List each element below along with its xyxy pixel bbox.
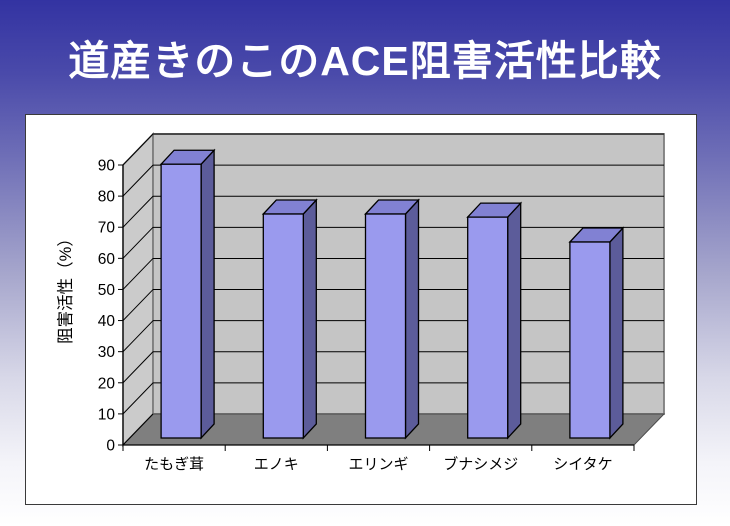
side-wall-gridline [122, 382, 154, 415]
y-tick-label: 40 [98, 313, 116, 330]
y-tick-label: 10 [98, 406, 116, 423]
ace-activity-bar-chart: 0 10 20 30 40 50 60 70 80 90 たもぎ茸 エノキ エリンギ ブナシメジ シイタケ 阻… [56, 132, 666, 473]
bar-side-face [507, 201, 522, 440]
y-tick-label: 60 [98, 251, 116, 268]
y-tick-label: 0 [106, 438, 115, 455]
side-wall-gridline [122, 226, 154, 259]
bar-side-face [302, 198, 317, 440]
side-wall-gridline [122, 413, 154, 446]
y-tick-label: 20 [98, 375, 116, 392]
bar-side-face [609, 226, 624, 440]
category-label: ブナシメジ [443, 455, 518, 473]
category-label: たもぎ茸 [144, 456, 204, 473]
side-wall-gridline [122, 133, 154, 166]
slide-title: 道産きのこのACE阻害活性比較 [68, 38, 662, 84]
category-label: エノキ [254, 456, 299, 473]
bar [467, 216, 509, 439]
side-wall-gridline [122, 320, 154, 353]
category-label: シイタケ [553, 456, 612, 473]
side-wall-gridline [122, 258, 154, 290]
chart-frame: 0 10 20 30 40 50 60 70 80 90 たもぎ茸 エノキ エリンギ ブナシメジ シイタケ 阻… [25, 114, 697, 505]
bar [569, 241, 611, 439]
y-tick-label: 30 [98, 344, 116, 361]
side-wall-gridline [122, 351, 154, 384]
side-wall-gridline [122, 289, 154, 321]
y-tick-label: 80 [98, 189, 116, 206]
bar-side-face [200, 148, 215, 440]
bar [364, 213, 407, 439]
y-tick-label: 90 [98, 158, 116, 175]
y-tick-label: 50 [98, 282, 116, 299]
bar [262, 213, 304, 439]
side-wall-gridline [122, 164, 154, 197]
bar-side-face [404, 198, 420, 440]
y-axis-title: 阻害活性（%） [56, 230, 75, 344]
category-label: エリンギ [348, 456, 408, 473]
y-tick-label: 70 [98, 220, 116, 237]
side-wall-gridline [122, 195, 154, 228]
bar [160, 163, 202, 439]
